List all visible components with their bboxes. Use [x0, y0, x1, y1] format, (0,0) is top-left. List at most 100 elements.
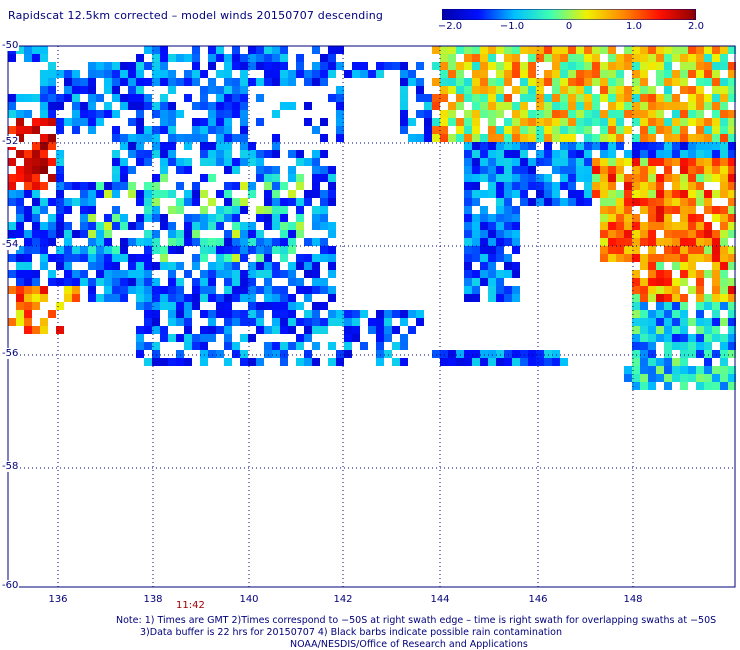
wind-cell	[312, 166, 320, 174]
wind-cell	[712, 94, 720, 102]
wind-cell	[656, 278, 664, 286]
wind-cell	[56, 214, 64, 222]
wind-cell	[672, 190, 680, 198]
wind-cell	[640, 350, 648, 358]
wind-cell	[232, 270, 240, 278]
wind-cell	[144, 94, 152, 102]
wind-cell	[664, 302, 672, 310]
wind-cell	[536, 358, 544, 366]
wind-cell	[296, 158, 304, 166]
wind-cell	[96, 62, 104, 70]
wind-cell	[624, 158, 632, 166]
wind-cell	[696, 78, 704, 86]
wind-cell	[24, 318, 32, 326]
wind-cell	[712, 366, 720, 374]
wind-cell	[376, 334, 384, 342]
wind-cell	[96, 270, 104, 278]
wind-cell	[48, 118, 56, 126]
wind-cell	[544, 142, 552, 150]
wind-cell	[376, 310, 384, 318]
wind-cell	[488, 150, 496, 158]
wind-cell	[88, 246, 96, 254]
wind-cell	[224, 102, 232, 110]
wind-cell	[648, 110, 656, 118]
wind-cell	[416, 110, 424, 118]
wind-cell	[448, 350, 456, 358]
wind-cell	[48, 78, 56, 86]
wind-cell	[696, 318, 704, 326]
wind-cell	[152, 174, 160, 182]
wind-cell	[152, 302, 160, 310]
wind-cell	[272, 326, 280, 334]
wind-cell	[56, 166, 64, 174]
wind-cell	[576, 102, 584, 110]
lat-label: -60	[1, 580, 20, 591]
wind-cell	[336, 46, 344, 54]
wind-cell	[24, 310, 32, 318]
wind-cell	[208, 262, 216, 270]
wind-cell	[368, 326, 376, 334]
wind-cell	[56, 262, 64, 270]
wind-cell	[56, 190, 64, 198]
wind-cell	[288, 190, 296, 198]
wind-cell	[320, 254, 328, 262]
wind-cell	[376, 342, 384, 350]
wind-cell	[200, 286, 208, 294]
wind-cell	[632, 110, 640, 118]
wind-cell	[680, 246, 688, 254]
wind-cell	[80, 214, 88, 222]
wind-cell	[288, 102, 296, 110]
wind-cell	[256, 206, 264, 214]
wind-cell	[640, 358, 648, 366]
wind-cell	[640, 366, 648, 374]
note-line-1: Note: 1) Times are GMT 2)Times correspon…	[116, 615, 717, 626]
wind-cell	[640, 198, 648, 206]
wind-cell	[120, 94, 128, 102]
wind-cell	[16, 94, 24, 102]
wind-cell	[600, 94, 608, 102]
wind-cell	[160, 286, 168, 294]
wind-cell	[688, 102, 696, 110]
wind-cell	[216, 190, 224, 198]
wind-cell	[656, 286, 664, 294]
wind-cell	[208, 102, 216, 110]
wind-cell	[656, 318, 664, 326]
wind-cell	[536, 94, 544, 102]
wind-cell	[8, 102, 16, 110]
wind-cell	[272, 286, 280, 294]
wind-cell	[472, 70, 480, 78]
wind-cell	[40, 150, 48, 158]
wind-cell	[696, 86, 704, 94]
wind-cell	[32, 326, 40, 334]
wind-cell	[632, 238, 640, 246]
wind-cell	[280, 246, 288, 254]
wind-cell	[688, 134, 696, 142]
lat-lon-grid	[7, 45, 736, 588]
wind-cell	[664, 126, 672, 134]
wind-cell	[584, 70, 592, 78]
wind-cell	[80, 118, 88, 126]
wind-cell	[272, 142, 280, 150]
wind-cell	[152, 286, 160, 294]
wind-cell	[464, 86, 472, 94]
wind-cell	[304, 78, 312, 86]
wind-cell	[384, 326, 392, 334]
wind-cell	[648, 86, 656, 94]
wind-cell	[696, 166, 704, 174]
wind-cell	[568, 78, 576, 86]
wind-cell	[136, 102, 144, 110]
wind-cell	[104, 238, 112, 246]
wind-cell	[112, 246, 120, 254]
wind-cell	[624, 62, 632, 70]
wind-cell	[712, 150, 720, 158]
wind-cell	[256, 94, 264, 102]
wind-cell	[272, 150, 280, 158]
wind-cell	[264, 46, 272, 54]
wind-cell	[144, 254, 152, 262]
wind-cell	[256, 158, 264, 166]
wind-cell	[240, 334, 248, 342]
wind-cell	[608, 62, 616, 70]
wind-cell	[208, 286, 216, 294]
wind-cell	[312, 78, 320, 86]
wind-cell	[480, 238, 488, 246]
